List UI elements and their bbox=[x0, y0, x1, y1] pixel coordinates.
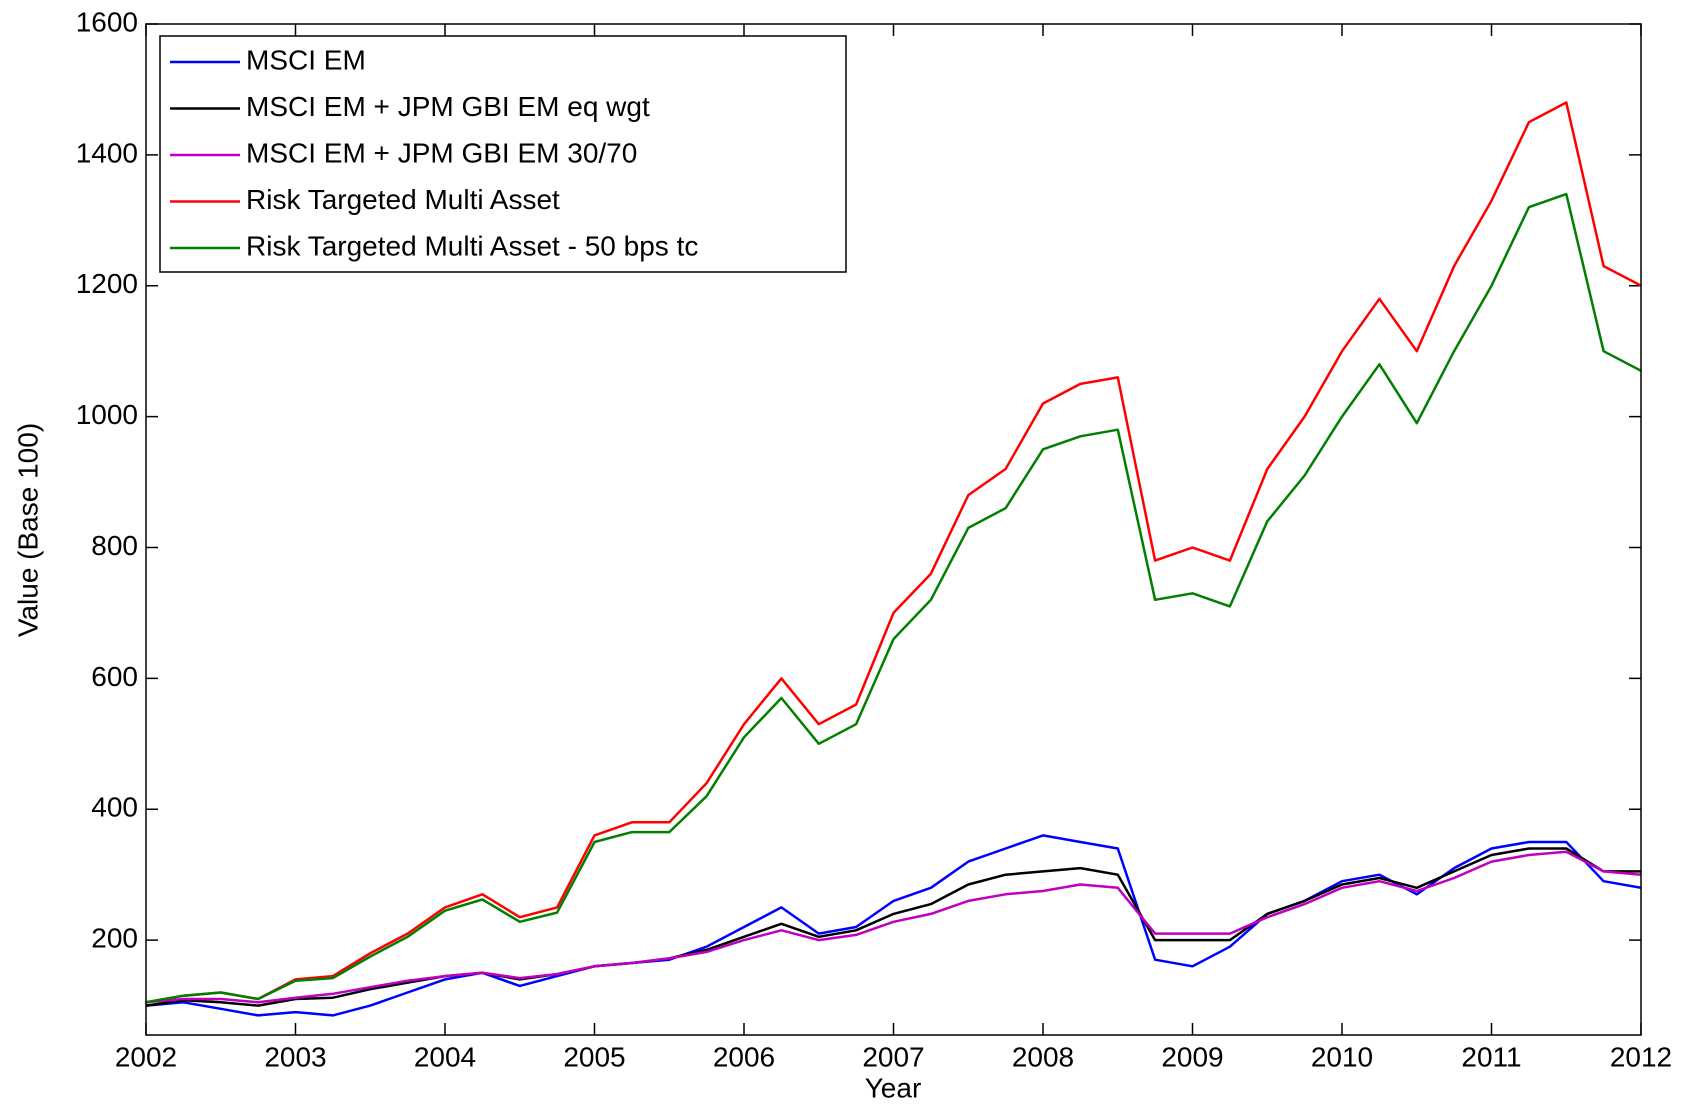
series-line bbox=[146, 101, 1641, 1004]
y-tick-label: 200 bbox=[91, 923, 138, 954]
series-line bbox=[146, 192, 1641, 1004]
axes-box bbox=[145, 23, 1642, 1036]
x-tick-label: 2009 bbox=[1161, 1041, 1223, 1072]
legend-label: Risk Targeted Multi Asset - 50 bps tc bbox=[246, 230, 698, 261]
series-line bbox=[146, 847, 1641, 1007]
y-tick-label: 1200 bbox=[76, 268, 138, 299]
y-tick-label: 1400 bbox=[76, 137, 138, 168]
legend-label: MSCI EM + JPM GBI EM eq wgt bbox=[246, 91, 650, 122]
legend-label: MSCI EM bbox=[246, 44, 366, 75]
x-tick-label: 2007 bbox=[862, 1041, 924, 1072]
x-tick-label: 2005 bbox=[563, 1041, 625, 1072]
y-tick-label: 1600 bbox=[76, 6, 138, 37]
x-tick-label: 2003 bbox=[264, 1041, 326, 1072]
y-tick-label: 600 bbox=[91, 661, 138, 692]
legend-box bbox=[159, 35, 847, 273]
y-tick-label: 1000 bbox=[76, 399, 138, 430]
x-tick-label: 2012 bbox=[1610, 1041, 1672, 1072]
y-tick-label: 800 bbox=[91, 530, 138, 561]
x-tick-label: 2011 bbox=[1461, 1041, 1521, 1072]
x-axis-label: Year bbox=[865, 1072, 922, 1103]
x-tick-label: 2010 bbox=[1311, 1041, 1373, 1072]
legend-label: Risk Targeted Multi Asset bbox=[246, 184, 560, 215]
x-tick-label: 2002 bbox=[115, 1041, 177, 1072]
y-axis-label: Value (Base 100) bbox=[12, 423, 43, 637]
legend-label: MSCI EM + JPM GBI EM 30/70 bbox=[246, 137, 637, 168]
legend: MSCI EM MSCI EM + JPM GBI EM eq wgt MSCI E… bbox=[159, 35, 847, 273]
x-tick-label: 2008 bbox=[1012, 1041, 1074, 1072]
x-tick-label: 2006 bbox=[713, 1041, 775, 1072]
x-tick-label: 2004 bbox=[414, 1041, 476, 1072]
series-line bbox=[146, 850, 1641, 1004]
y-tick-label: 400 bbox=[91, 792, 138, 823]
